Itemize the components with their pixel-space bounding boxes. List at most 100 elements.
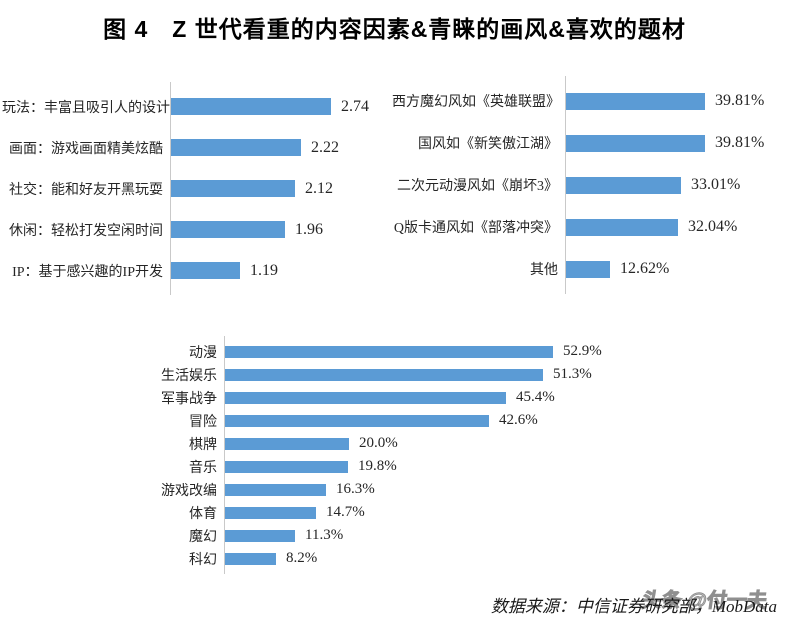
bar-track: 19.8%: [224, 455, 716, 478]
bar-track: 42.6%: [224, 409, 716, 432]
category-label: Q版卡通风如《部落冲突》: [393, 221, 558, 236]
bar-row: 生活娱乐 51.3%: [76, 363, 716, 386]
bar: [566, 176, 681, 194]
value-label: 45.4%: [516, 389, 555, 405]
bar-row: 二次元动漫风如《崩坏3》 33.01%: [392, 164, 789, 206]
value-label: 2.22: [311, 138, 339, 156]
bar: [225, 391, 506, 404]
bar-track: 14.7%: [224, 501, 716, 524]
value-label: 8.2%: [286, 550, 318, 566]
bar-row: 国风如《新笑傲江湖》 39.81%: [392, 122, 789, 164]
category-label: 军事战争: [161, 391, 217, 407]
bar-row: 科幻 8.2%: [76, 547, 716, 570]
value-label: 11.3%: [305, 527, 344, 543]
value-label: 2.12: [305, 179, 333, 197]
bar-track: 51.3%: [224, 363, 716, 386]
bar: [225, 437, 349, 450]
bar-track: 33.01%: [565, 164, 789, 206]
category-label: 社交：能和好友开黑玩耍: [9, 182, 163, 198]
category-label: 体育: [189, 506, 217, 522]
bar-track: 20.0%: [224, 432, 716, 455]
value-label: 39.81%: [715, 134, 765, 151]
bar-track: 12.62%: [565, 248, 789, 290]
bar-row: 画面：游戏画面精美炫酷 2.22: [2, 127, 390, 168]
category-label: 画面：游戏画面精美炫酷: [9, 141, 163, 157]
value-label: 20.0%: [359, 435, 398, 451]
value-label: 14.7%: [326, 504, 365, 520]
bar-row: 动漫 52.9%: [76, 340, 716, 363]
bar-row: 其他 12.62%: [392, 248, 789, 290]
bar-track: 39.81%: [565, 80, 789, 122]
category-label: 国风如《新笑傲江湖》: [418, 137, 558, 152]
category-label: 生活娱乐: [161, 368, 217, 384]
bar: [225, 529, 295, 542]
value-label: 2.74: [341, 97, 369, 115]
bar-row: IP：基于感兴趣的IP开发 1.19: [2, 250, 390, 291]
bar: [171, 221, 285, 238]
category-label: 玩法：丰富且吸引人的设计: [2, 100, 170, 116]
bar-track: 11.3%: [224, 524, 716, 547]
bar-row: 玩法：丰富且吸引人的设计 2.74: [2, 86, 390, 127]
bar-track: 2.74: [170, 86, 390, 127]
bar-track: 45.4%: [224, 386, 716, 409]
bar: [171, 98, 331, 115]
bar: [171, 262, 240, 279]
bar-row: 音乐 19.8%: [76, 455, 716, 478]
bar-row: 体育 14.7%: [76, 501, 716, 524]
bar: [566, 260, 610, 278]
content-factors-chart: 玩法：丰富且吸引人的设计 2.74 画面：游戏画面精美炫酷 2.22 社交：能和好友开黑…: [2, 82, 390, 295]
bar-row: 游戏改编 16.3%: [76, 478, 716, 501]
bar-track: 2.12: [170, 168, 390, 209]
bar: [225, 368, 543, 381]
value-label: 51.3%: [553, 366, 592, 382]
value-label: 16.3%: [336, 481, 375, 497]
bar-track: 2.22: [170, 127, 390, 168]
bar-track: 8.2%: [224, 547, 716, 570]
page-title: 图 4 Z 世代看重的内容因素&青睐的画风&喜欢的题材: [103, 16, 686, 42]
art-styles-chart: 西方魔幻风如《英雄联盟》 39.81% 国风如《新笑傲江湖》 39.81% 二次元动漫风…: [392, 76, 789, 294]
bar-row: Q版卡通风如《部落冲突》 32.04%: [392, 206, 789, 248]
category-label: 二次元动漫风如《崩坏3》: [397, 179, 558, 194]
category-label: 其他: [530, 263, 558, 278]
value-label: 39.81%: [715, 92, 765, 109]
value-label: 19.8%: [358, 458, 397, 474]
bar: [566, 218, 678, 236]
bar-row: 棋牌 20.0%: [76, 432, 716, 455]
bar-row: 休闲：轻松打发空闲时间 1.96: [2, 209, 390, 250]
bar: [225, 552, 276, 565]
bar: [566, 92, 705, 110]
category-label: 西方魔幻风如《英雄联盟》: [392, 95, 560, 110]
value-label: 32.04%: [688, 218, 738, 235]
data-source-note: 数据来源：中信证券研究部，MobData: [490, 597, 777, 616]
bar: [225, 506, 316, 519]
value-label: 1.19: [250, 261, 278, 279]
bar-track: 32.04%: [565, 206, 789, 248]
category-label: 动漫: [189, 345, 217, 361]
bar-track: 52.9%: [224, 340, 716, 363]
favorite-themes-chart: 动漫 52.9% 生活娱乐 51.3% 军事战争 45.4% 冒险 42.6% 棋牌 20.0% 音…: [76, 336, 716, 574]
value-label: 1.96: [295, 220, 323, 238]
value-label: 52.9%: [563, 343, 602, 359]
bar: [225, 460, 348, 473]
y-axis-line: [224, 336, 225, 574]
bar-track: 1.19: [170, 250, 390, 291]
category-label: 棋牌: [189, 437, 217, 453]
bar-row: 军事战争 45.4%: [76, 386, 716, 409]
bar-row: 西方魔幻风如《英雄联盟》 39.81%: [392, 80, 789, 122]
bar: [171, 139, 301, 156]
category-label: 休闲：轻松打发空闲时间: [9, 223, 163, 239]
bar: [566, 134, 705, 152]
category-label: IP：基于感兴趣的IP开发: [12, 264, 163, 280]
value-label: 12.62%: [620, 260, 670, 277]
y-axis-line: [565, 76, 566, 294]
bar: [171, 180, 295, 197]
bar-row: 魔幻 11.3%: [76, 524, 716, 547]
bar-track: 16.3%: [224, 478, 716, 501]
bar-row: 冒险 42.6%: [76, 409, 716, 432]
y-axis-line: [170, 82, 171, 295]
category-label: 科幻: [189, 552, 217, 568]
bar: [225, 414, 489, 427]
bar-track: 1.96: [170, 209, 390, 250]
bar-track: 39.81%: [565, 122, 789, 164]
